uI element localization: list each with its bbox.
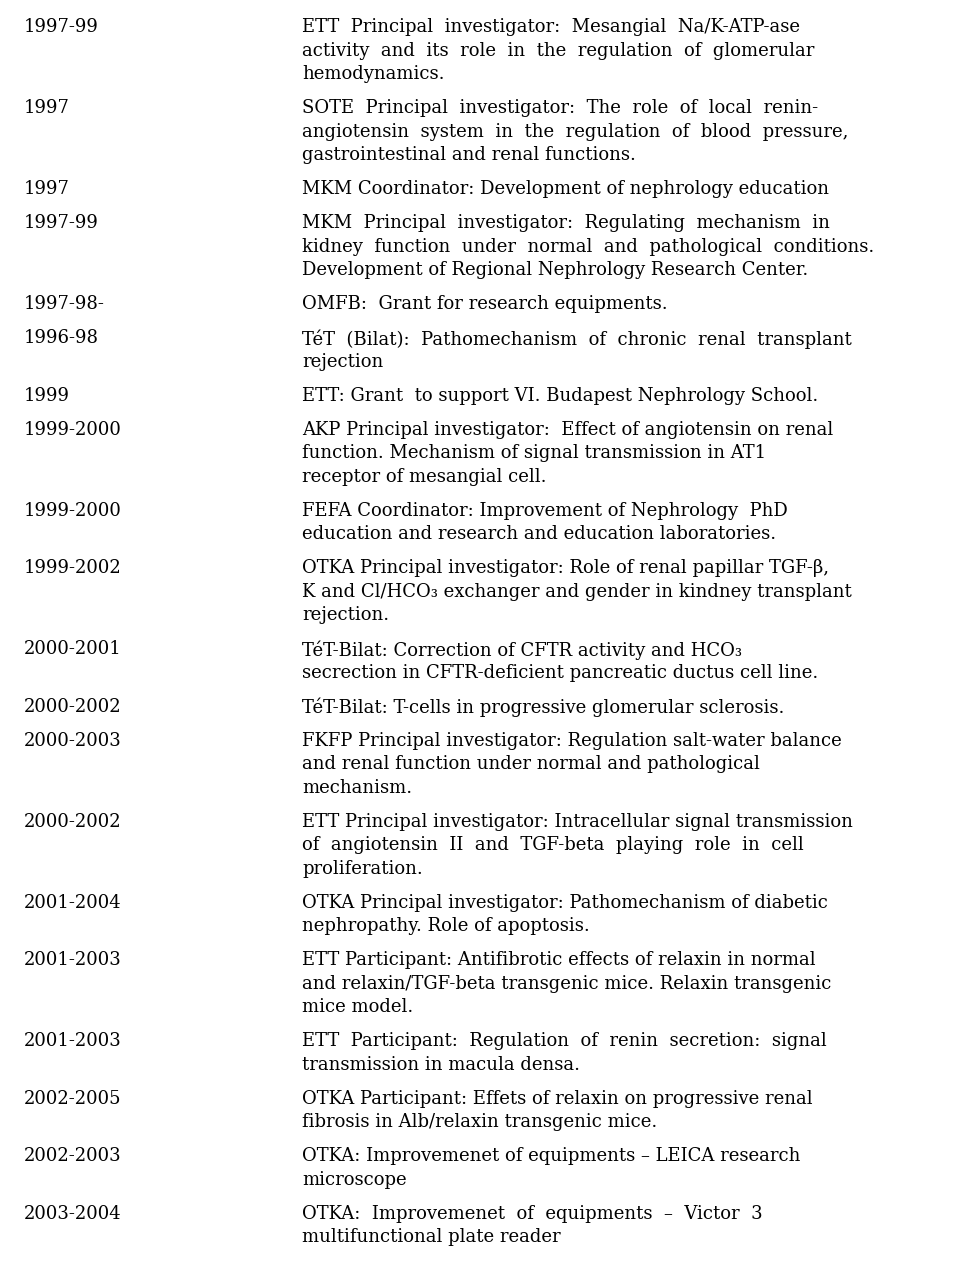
Text: and relaxin/TGF-beta transgenic mice. Relaxin transgenic: and relaxin/TGF-beta transgenic mice. Re… bbox=[302, 975, 831, 993]
Text: OTKA Principal investigator: Pathomechanism of diabetic: OTKA Principal investigator: Pathomechan… bbox=[302, 894, 828, 912]
Text: angiotensin  system  in  the  regulation  of  blood  pressure,: angiotensin system in the regulation of … bbox=[302, 123, 849, 141]
Text: mice model.: mice model. bbox=[302, 998, 414, 1016]
Text: K and Cl/HCO₃ exchanger and gender in kindney transplant: K and Cl/HCO₃ exchanger and gender in ki… bbox=[302, 583, 852, 601]
Text: function. Mechanism of signal transmission in AT1: function. Mechanism of signal transmissi… bbox=[302, 444, 766, 462]
Text: 2002-2003: 2002-2003 bbox=[24, 1147, 122, 1166]
Text: 2001-2004: 2001-2004 bbox=[24, 894, 122, 912]
Text: hemodynamics.: hemodynamics. bbox=[302, 65, 444, 83]
Text: ETT  Participant:  Regulation  of  renin  secretion:  signal: ETT Participant: Regulation of renin sec… bbox=[302, 1033, 828, 1050]
Text: TéT-Bilat: T-cells in progressive glomerular sclerosis.: TéT-Bilat: T-cells in progressive glomer… bbox=[302, 697, 784, 718]
Text: rejection: rejection bbox=[302, 353, 384, 371]
Text: fibrosis in Alb/relaxin transgenic mice.: fibrosis in Alb/relaxin transgenic mice. bbox=[302, 1114, 658, 1132]
Text: 2001-2003: 2001-2003 bbox=[24, 1033, 122, 1050]
Text: gastrointestinal and renal functions.: gastrointestinal and renal functions. bbox=[302, 146, 636, 164]
Text: OMFB:  Grant for research equipments.: OMFB: Grant for research equipments. bbox=[302, 295, 668, 314]
Text: 1999-2000: 1999-2000 bbox=[24, 420, 122, 438]
Text: 2000-2002: 2000-2002 bbox=[24, 813, 122, 831]
Text: 1997-99: 1997-99 bbox=[24, 18, 99, 36]
Text: 1997-99: 1997-99 bbox=[24, 215, 99, 232]
Text: education and research and education laboratories.: education and research and education lab… bbox=[302, 526, 777, 544]
Text: 1999-2002: 1999-2002 bbox=[24, 559, 122, 577]
Text: OTKA Participant: Effets of relaxin on progressive renal: OTKA Participant: Effets of relaxin on p… bbox=[302, 1090, 813, 1107]
Text: 1997: 1997 bbox=[24, 180, 70, 198]
Text: MKM  Principal  investigator:  Regulating  mechanism  in: MKM Principal investigator: Regulating m… bbox=[302, 215, 830, 232]
Text: ETT  Principal  investigator:  Mesangial  Na/K-ATP-ase: ETT Principal investigator: Mesangial Na… bbox=[302, 18, 801, 36]
Text: ETT Participant: Antifibrotic effects of relaxin in normal: ETT Participant: Antifibrotic effects of… bbox=[302, 951, 816, 969]
Text: activity  and  its  role  in  the  regulation  of  glomerular: activity and its role in the regulation … bbox=[302, 42, 815, 60]
Text: mechanism.: mechanism. bbox=[302, 779, 413, 796]
Text: receptor of mesangial cell.: receptor of mesangial cell. bbox=[302, 467, 547, 485]
Text: TéT  (Bilat):  Pathomechanism  of  chronic  renal  transplant: TéT (Bilat): Pathomechanism of chronic r… bbox=[302, 329, 852, 348]
Text: 2000-2002: 2000-2002 bbox=[24, 697, 122, 716]
Text: secrection in CFTR-deficient pancreatic ductus cell line.: secrection in CFTR-deficient pancreatic … bbox=[302, 664, 819, 682]
Text: multifunctional plate reader: multifunctional plate reader bbox=[302, 1228, 561, 1246]
Text: Development of Regional Nephrology Research Center.: Development of Regional Nephrology Resea… bbox=[302, 262, 808, 279]
Text: OTKA Principal investigator: Role of renal papillar TGF-β,: OTKA Principal investigator: Role of ren… bbox=[302, 559, 829, 577]
Text: 2000-2001: 2000-2001 bbox=[24, 640, 122, 658]
Text: 1997: 1997 bbox=[24, 99, 70, 117]
Text: 1999-2000: 1999-2000 bbox=[24, 502, 122, 519]
Text: proliferation.: proliferation. bbox=[302, 860, 423, 878]
Text: 2001-2003: 2001-2003 bbox=[24, 951, 122, 969]
Text: rejection.: rejection. bbox=[302, 606, 390, 625]
Text: transmission in macula densa.: transmission in macula densa. bbox=[302, 1055, 581, 1074]
Text: 1997-98-: 1997-98- bbox=[24, 295, 105, 314]
Text: ETT: Grant  to support VI. Budapest Nephrology School.: ETT: Grant to support VI. Budapest Nephr… bbox=[302, 386, 819, 405]
Text: 2000-2003: 2000-2003 bbox=[24, 732, 122, 749]
Text: nephropathy. Role of apoptosis.: nephropathy. Role of apoptosis. bbox=[302, 917, 590, 936]
Text: OTKA: Improvemenet of equipments – LEICA research: OTKA: Improvemenet of equipments – LEICA… bbox=[302, 1147, 801, 1166]
Text: and renal function under normal and pathological: and renal function under normal and path… bbox=[302, 756, 760, 773]
Text: OTKA:  Improvemenet  of  equipments  –  Victor  3: OTKA: Improvemenet of equipments – Victo… bbox=[302, 1205, 763, 1223]
Text: AKP Principal investigator:  Effect of angiotensin on renal: AKP Principal investigator: Effect of an… bbox=[302, 420, 833, 438]
Text: FKFP Principal investigator: Regulation salt-water balance: FKFP Principal investigator: Regulation … bbox=[302, 732, 842, 749]
Text: TéT-Bilat: Correction of CFTR activity and HCO₃: TéT-Bilat: Correction of CFTR activity a… bbox=[302, 640, 742, 659]
Text: 1999: 1999 bbox=[24, 386, 70, 405]
Text: microscope: microscope bbox=[302, 1171, 407, 1189]
Text: kidney  function  under  normal  and  pathological  conditions.: kidney function under normal and patholo… bbox=[302, 237, 875, 255]
Text: of  angiotensin  II  and  TGF-beta  playing  role  in  cell: of angiotensin II and TGF-beta playing r… bbox=[302, 837, 804, 855]
Text: ETT Principal investigator: Intracellular signal transmission: ETT Principal investigator: Intracellula… bbox=[302, 813, 853, 831]
Text: FEFA Coordinator: Improvement of Nephrology  PhD: FEFA Coordinator: Improvement of Nephrol… bbox=[302, 502, 788, 519]
Text: 2003-2004: 2003-2004 bbox=[24, 1205, 122, 1223]
Text: SOTE  Principal  investigator:  The  role  of  local  renin-: SOTE Principal investigator: The role of… bbox=[302, 99, 819, 117]
Text: MKM Coordinator: Development of nephrology education: MKM Coordinator: Development of nephrolo… bbox=[302, 180, 829, 198]
Text: 2002-2005: 2002-2005 bbox=[24, 1090, 122, 1107]
Text: 1996-98: 1996-98 bbox=[24, 329, 99, 347]
